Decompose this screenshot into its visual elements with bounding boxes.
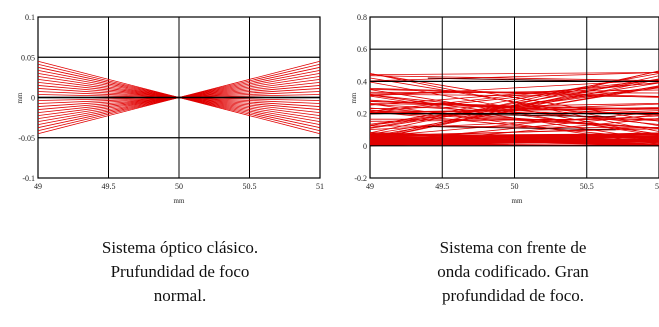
ray-line [178, 97, 321, 126]
x-axis-label-right: mm [512, 197, 523, 205]
ray-line [37, 97, 180, 135]
tick-labels-right: 49 49.5 50 50.5 51 0.8 0.6 0.4 0.2 0 -0.2 [354, 13, 659, 191]
y-tick-label: 0 [363, 142, 367, 151]
x-tick-label: 49.5 [435, 182, 449, 191]
x-axis-label-left: mm [174, 197, 185, 205]
ray-line [178, 60, 321, 98]
x-tick-label: 50.5 [580, 182, 594, 191]
caption-left-line-2: Prufundidad de foco [110, 262, 250, 281]
x-tick-label: 50 [175, 182, 183, 191]
ray-line [37, 97, 180, 104]
x-tick-label: 50.5 [243, 182, 257, 191]
ray-line [37, 97, 180, 110]
caption-left: Sistema óptico clásico. Prufundidad de f… [30, 236, 330, 308]
ray-line [178, 97, 321, 120]
x-tick-label: 51 [316, 182, 324, 191]
ray-line [37, 66, 180, 98]
y-tick-label: 0.1 [25, 13, 35, 22]
caption-left-line-3: normal. [153, 286, 207, 305]
ray-line [178, 97, 321, 113]
ray-line [178, 97, 321, 117]
y-tick-label: 0.6 [357, 45, 367, 54]
ray-line [178, 97, 321, 129]
y-tick-label: 0.4 [357, 77, 367, 86]
ray-line [37, 60, 180, 98]
y-tick-label: -0.05 [18, 134, 35, 143]
ray-line [178, 91, 321, 98]
tick-labels-left: 49 49.5 50 50.5 51 0.1 0.05 0 -0.05 -0.1 [18, 13, 324, 191]
x-tick-label: 50 [511, 182, 519, 191]
x-tick-label: 49 [366, 182, 374, 191]
ray-line [37, 75, 180, 98]
ray-line [178, 97, 321, 104]
ray-line [178, 97, 321, 110]
ray-line [178, 82, 321, 98]
ray-line [427, 125, 616, 131]
caption-right: Sistema con frente de onda codificado. G… [368, 236, 658, 308]
ray-line [178, 75, 321, 98]
ray-line [178, 97, 321, 123]
ray-line [37, 97, 180, 126]
ray-line [37, 97, 180, 123]
ray-line [37, 63, 180, 98]
chart-classic-optics: 49 49.5 50 50.5 51 0.1 0.05 0 -0.05 -0.1 mm mm [16, 13, 324, 205]
x-tick-label: 51 [655, 182, 659, 191]
y-tick-label: 0.2 [357, 110, 367, 119]
x-tick-label: 49 [34, 182, 42, 191]
y-axis-label-left: mm [16, 92, 24, 103]
ray-line [37, 97, 180, 132]
ray-line [178, 97, 321, 132]
ray-line [37, 97, 180, 117]
caption-right-line-1: Sistema con frente de [439, 238, 587, 257]
y-tick-label: -0.1 [22, 174, 35, 183]
x-tick-label: 49.5 [102, 182, 116, 191]
grid-right [370, 17, 659, 178]
ray-line [37, 82, 180, 98]
ray-line [37, 78, 180, 98]
y-tick-label: 0.8 [357, 13, 367, 22]
ray-line [178, 97, 321, 107]
ray-line [37, 88, 180, 98]
y-axis-label-right: mm [350, 92, 358, 103]
ray-line [37, 85, 180, 98]
ray-line [37, 97, 180, 129]
chart-coded-wavefront: 49 49.5 50 50.5 51 0.8 0.6 0.4 0.2 0 -0.2 mm mm [350, 13, 659, 205]
ray-line [178, 63, 321, 98]
caption-right-line-2: onda codificado. Gran [437, 262, 589, 281]
y-tick-label: 0.05 [21, 53, 35, 62]
ray-line [178, 85, 321, 98]
ray-line [178, 66, 321, 98]
rays-left [37, 60, 321, 135]
caption-right-line-3: profundidad de foco. [441, 286, 585, 305]
ray-line [37, 72, 180, 98]
ray-line [178, 72, 321, 98]
caption-left-line-1: Sistema óptico clásico. [101, 238, 259, 257]
ray-line [178, 88, 321, 98]
ray-line [37, 97, 180, 113]
y-tick-label: -0.2 [354, 174, 367, 183]
ray-line [37, 69, 180, 98]
ray-line [37, 97, 180, 107]
y-tick-label: 0 [31, 94, 35, 103]
ray-line [178, 97, 321, 135]
ray-line [178, 78, 321, 98]
ray-line [178, 69, 321, 98]
ray-line [37, 97, 180, 120]
ray-line [37, 91, 180, 98]
